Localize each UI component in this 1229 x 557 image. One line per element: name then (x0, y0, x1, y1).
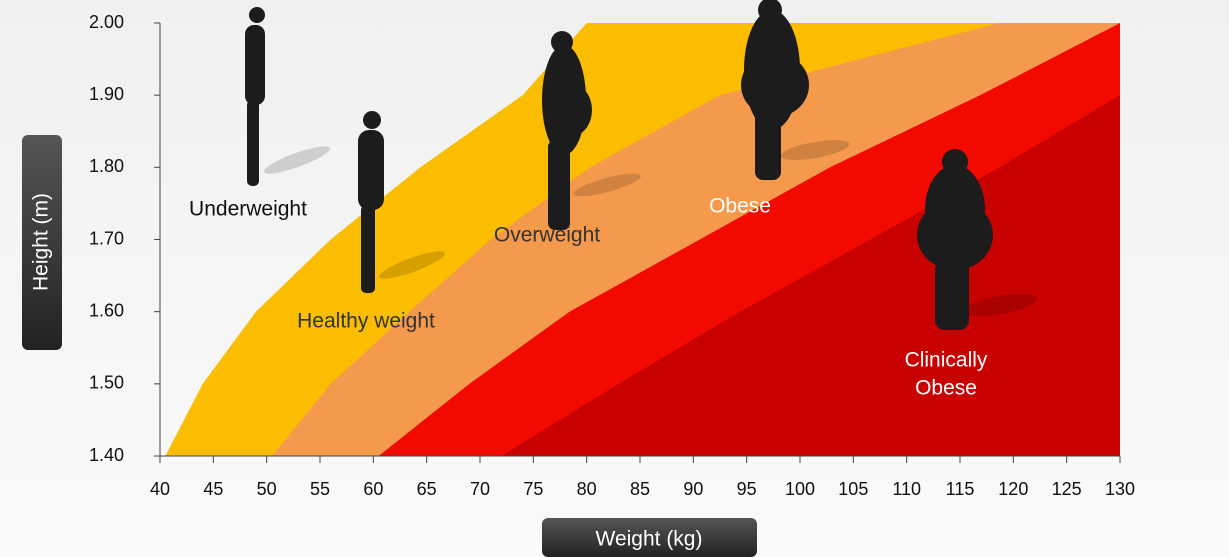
x-tick-label: 125 (1052, 479, 1082, 499)
x-tick-label: 100 (785, 479, 815, 499)
x-tick-label: 90 (683, 479, 703, 499)
silhouette (741, 0, 850, 180)
band (501, 95, 1120, 457)
annotation: Clinically (905, 349, 988, 372)
annotation: Obese (915, 377, 977, 400)
silhouette (917, 149, 1038, 330)
y-tick-label: 1.80 (89, 156, 124, 176)
x-tick-label: 80 (577, 479, 597, 499)
x-tick-label: 60 (363, 479, 383, 499)
silhouette (542, 31, 641, 230)
y-tick-label: 1.90 (89, 84, 124, 104)
x-axis-label: Weight (kg) (596, 528, 703, 551)
x-tick-label: 120 (998, 479, 1028, 499)
x-tick-label: 45 (203, 479, 223, 499)
x-tick-label: 115 (946, 479, 975, 499)
annotation: Underweight (189, 198, 307, 221)
silhouette (358, 111, 445, 293)
annotation: Obese (709, 195, 771, 218)
silhouettes (245, 0, 1038, 330)
x-tick-label: 85 (630, 479, 650, 499)
annotation: Healthy weight (297, 310, 435, 333)
x-tick-label: 70 (470, 479, 490, 499)
y-tick-label: 1.50 (89, 373, 124, 393)
x-tick-label: 130 (1105, 479, 1135, 499)
plot-area (165, 23, 1121, 457)
x-tick-label: 95 (737, 479, 757, 499)
annotation: Overweight (494, 224, 600, 247)
x-label-box (542, 518, 757, 557)
x-tick-label: 65 (417, 479, 437, 499)
x-tick-label: 55 (310, 479, 330, 499)
silhouette (245, 7, 330, 186)
y-tick-label: 1.70 (89, 228, 124, 248)
y-tick-label: 1.60 (89, 300, 124, 320)
y-label-box (22, 135, 62, 350)
y-tick-label: 2.00 (89, 12, 124, 32)
x-tick-label: 110 (892, 479, 921, 499)
y-tick-label: 1.40 (89, 445, 124, 465)
x-tick-label: 50 (257, 479, 277, 499)
x-tick-label: 40 (150, 479, 170, 499)
y-axis-label: Height (m) (30, 193, 53, 291)
axes: 40 45 50 55 60 65 70 75 80 85 90 95 100 105 110 115 120 1… (89, 12, 1135, 499)
x-tick-label: 105 (838, 479, 868, 499)
x-tick-label: 75 (523, 479, 543, 499)
